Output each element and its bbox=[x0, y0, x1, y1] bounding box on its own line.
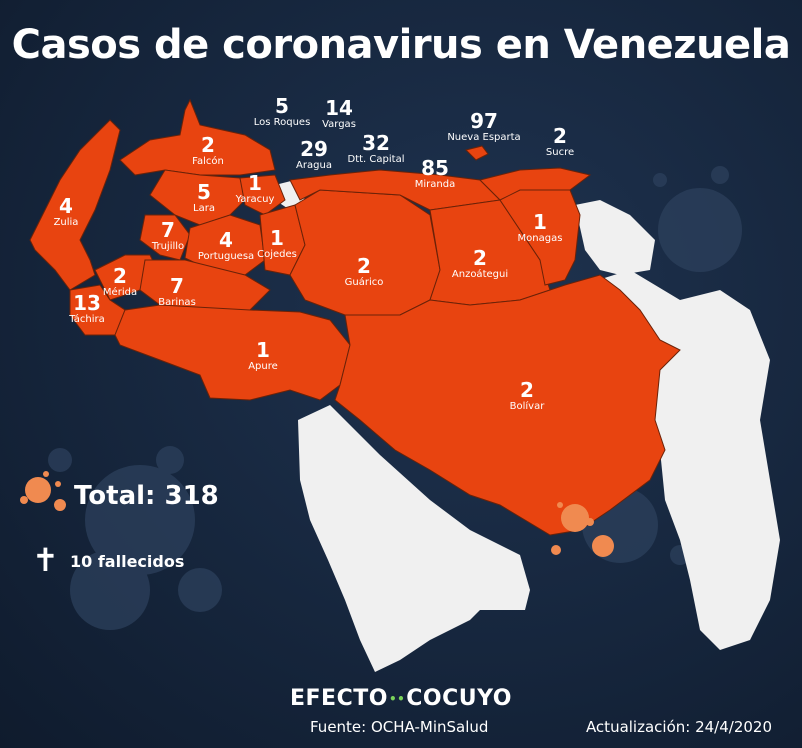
source-text: Fuente: OCHA-MinSalud bbox=[310, 718, 489, 736]
state-label-sucre: 2 Sucre bbox=[545, 124, 575, 158]
state-nueva-esparta[interactable] bbox=[465, 145, 489, 161]
state-label-dtto-capital: 32 Dtt. Capital bbox=[347, 131, 405, 165]
state-label-yaracuy: 1 Yaracuy bbox=[235, 171, 275, 205]
state-portuguesa[interactable] bbox=[184, 214, 266, 276]
state-label-los-roques: 5 Los Roques bbox=[253, 94, 311, 128]
state-sucre[interactable] bbox=[479, 167, 592, 201]
brand-logo: EFECTO••COCUYO bbox=[289, 686, 512, 711]
state-label-merida: 2 Mérida bbox=[102, 264, 138, 298]
virus-icon bbox=[20, 471, 614, 557]
total-cases: Total: 318 bbox=[74, 481, 219, 511]
state-label-bolivar: 2 Bolívar bbox=[509, 378, 545, 412]
state-label-trujillo: 7 Trujillo bbox=[151, 218, 185, 252]
state-label-monagas: 1 Monagas bbox=[517, 210, 563, 244]
cross-icon: ✝ bbox=[32, 541, 59, 579]
state-label-tachira: 13 Táchira bbox=[69, 291, 105, 325]
state-label-zulia: 4 Zulia bbox=[53, 194, 79, 228]
state-bolivar[interactable] bbox=[334, 274, 681, 536]
state-label-lara: 5 Lara bbox=[193, 180, 215, 214]
state-label-miranda: 85 Miranda bbox=[414, 156, 456, 190]
state-label-vargas: 14 Vargas bbox=[322, 96, 356, 130]
update-date: Actualización: 24/4/2020 bbox=[585, 718, 772, 736]
state-apure[interactable] bbox=[114, 304, 351, 401]
map-title: Casos de coronavirus en Venezuela bbox=[11, 22, 791, 68]
state-label-apure: 1 Apure bbox=[248, 338, 278, 372]
state-label-nueva-esparta: 97 Nueva Esparta bbox=[447, 109, 521, 143]
state-label-anzoategui: 2 Anzoátegui bbox=[451, 246, 509, 280]
state-guarico[interactable] bbox=[289, 189, 441, 316]
state-yaracuy[interactable] bbox=[239, 174, 286, 216]
state-label-portuguesa: 4 Portuguesa bbox=[197, 228, 255, 262]
state-label-barinas: 7 Barinas bbox=[158, 274, 196, 308]
state-zulia[interactable] bbox=[29, 119, 121, 291]
neighbor-land bbox=[275, 180, 780, 672]
state-label-aragua: 29 Aragua bbox=[296, 137, 332, 171]
venezuela-states bbox=[29, 98, 681, 536]
deaths-count: 10 fallecidos bbox=[70, 552, 185, 571]
state-label-guarico: 2 Guárico bbox=[344, 254, 384, 288]
state-label-cojedes: 1 Cojedes bbox=[257, 226, 297, 260]
state-label-falcon: 2 Falcón bbox=[192, 133, 224, 167]
